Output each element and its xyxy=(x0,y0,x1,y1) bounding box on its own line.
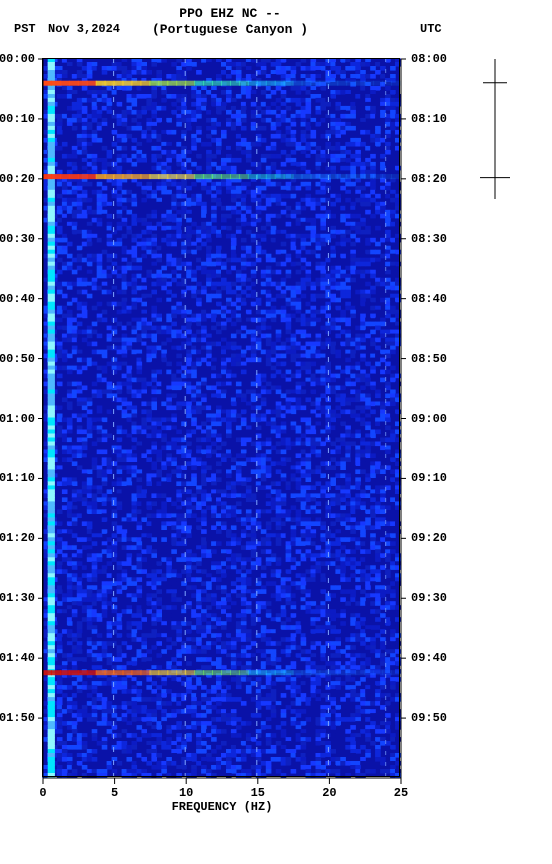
left-time-tick: 00:50 xyxy=(0,352,35,366)
left-time-tick: 00:30 xyxy=(0,232,35,246)
right-time-tick: 09:40 xyxy=(411,651,447,665)
x-tick: 25 xyxy=(394,786,408,800)
right-time-tick: 08:00 xyxy=(411,52,447,66)
left-time-tick: 00:00 xyxy=(0,52,35,66)
x-axis-label: FREQUENCY (HZ) xyxy=(172,800,273,814)
left-time-tick: 00:10 xyxy=(0,112,35,126)
date-label: Nov 3,2024 xyxy=(48,22,120,36)
left-time-tick: 01:20 xyxy=(0,531,35,545)
x-tick: 15 xyxy=(251,786,265,800)
location-line: (Portuguese Canyon ) xyxy=(152,22,308,37)
left-time-tick: 01:50 xyxy=(0,711,35,725)
x-tick: 10 xyxy=(179,786,193,800)
left-timezone: PST xyxy=(14,22,36,36)
station-line: PPO EHZ NC -- xyxy=(179,6,280,21)
right-time-tick: 08:40 xyxy=(411,292,447,306)
right-time-tick: 09:50 xyxy=(411,711,447,725)
x-tick: 0 xyxy=(39,786,46,800)
right-time-tick: 09:10 xyxy=(411,471,447,485)
left-time-tick: 01:10 xyxy=(0,471,35,485)
right-time-tick: 09:30 xyxy=(411,591,447,605)
right-time-tick: 09:00 xyxy=(411,412,447,426)
right-timezone: UTC xyxy=(420,22,442,36)
left-time-tick: 01:00 xyxy=(0,412,35,426)
x-tick: 5 xyxy=(111,786,118,800)
right-time-tick: 08:30 xyxy=(411,232,447,246)
right-time-tick: 08:10 xyxy=(411,112,447,126)
left-time-tick: 00:40 xyxy=(0,292,35,306)
x-tick: 20 xyxy=(322,786,336,800)
right-time-tick: 08:50 xyxy=(411,352,447,366)
left-time-tick: 01:40 xyxy=(0,651,35,665)
spectrogram xyxy=(42,58,402,779)
right-time-tick: 08:20 xyxy=(411,172,447,186)
right-time-tick: 09:20 xyxy=(411,531,447,545)
left-time-tick: 00:20 xyxy=(0,172,35,186)
left-time-tick: 01:30 xyxy=(0,591,35,605)
